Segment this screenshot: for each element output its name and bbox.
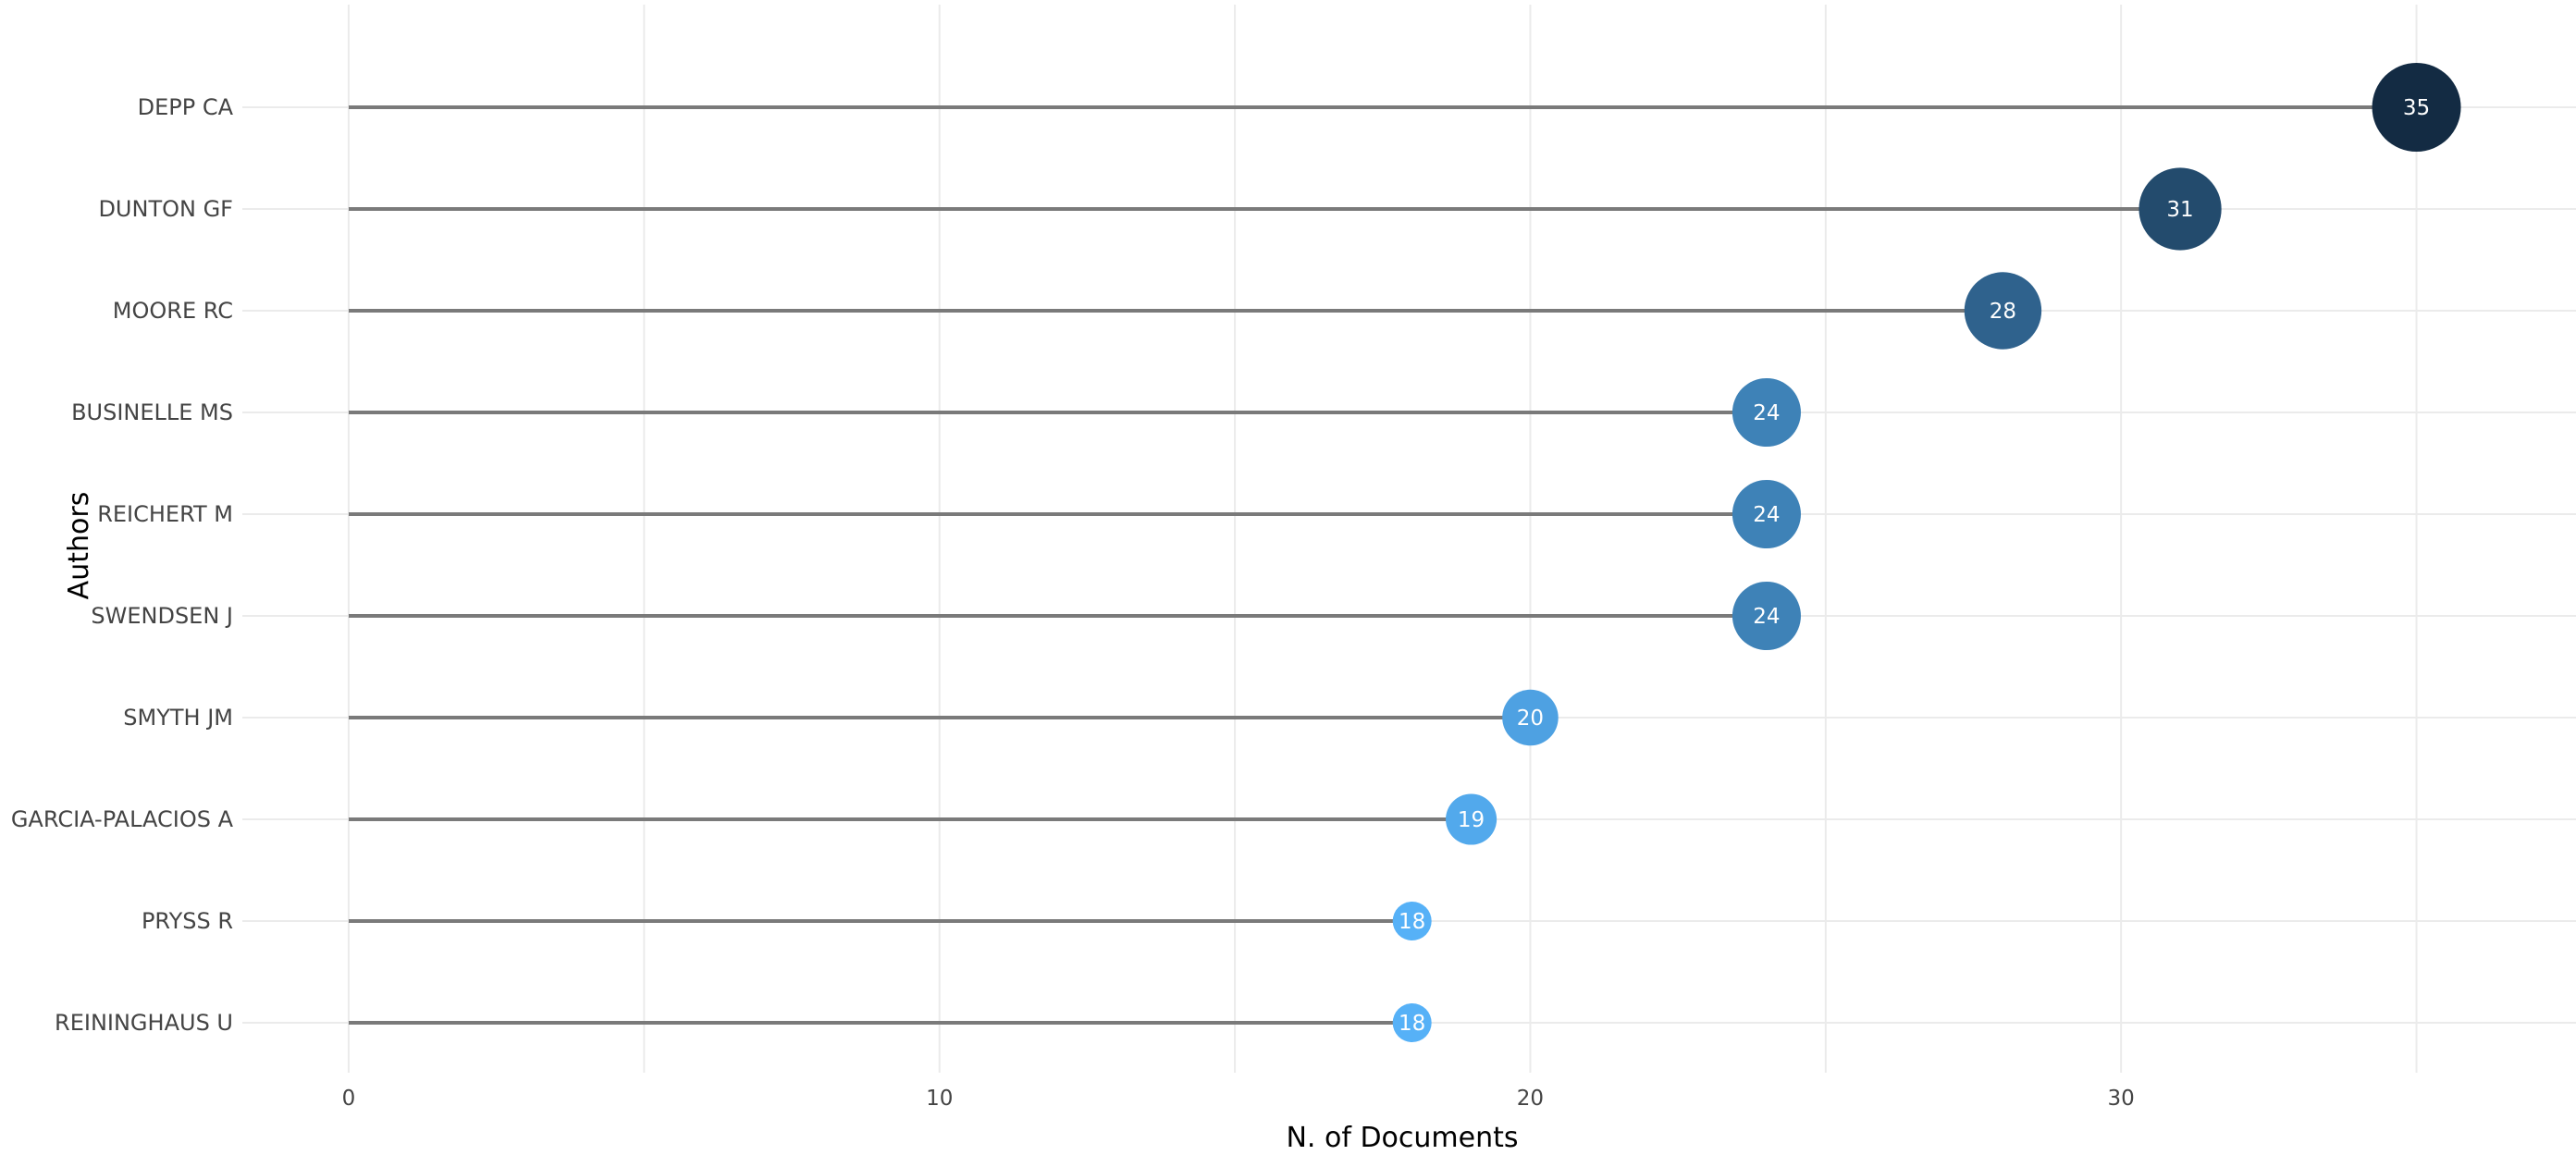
point-value-label: 19 <box>1458 808 1485 832</box>
lollipop-point <box>1732 479 1801 549</box>
x-tick-label: 30 <box>2108 1087 2135 1111</box>
x-tick-label: 10 <box>926 1087 953 1111</box>
author-label: REININGHAUS U <box>55 1010 233 1036</box>
lollipop-point <box>2372 63 2461 152</box>
lollipop-point <box>1964 272 2042 350</box>
point-value-label: 18 <box>1399 1012 1425 1036</box>
x-tick-labels: 0 10 20 30 <box>342 1087 2135 1111</box>
lollipop-point <box>2138 167 2222 251</box>
lollipop-point <box>1392 902 1432 940</box>
author-label: BUSINELLE MS <box>71 399 233 425</box>
author-label: SWENDSEN J <box>91 603 233 629</box>
points: 35 31 28 24 24 24 20 19 18 18 <box>1392 63 2461 1042</box>
stems <box>348 105 2417 1025</box>
author-label: MOORE RC <box>113 298 233 324</box>
point-value-label: 18 <box>1399 910 1425 934</box>
x-tick-label: 20 <box>1517 1087 1544 1111</box>
y-axis-title: Authors <box>63 492 95 600</box>
lollipop-point <box>1732 581 1801 651</box>
author-label: DUNTON GF <box>98 196 233 222</box>
x-tick-label: 0 <box>342 1087 356 1111</box>
x-axis-title: N. of Documents <box>1286 1122 1518 1154</box>
point-value-label: 24 <box>1753 503 1780 527</box>
author-label: SMYTH JM <box>123 705 233 731</box>
point-value-label: 24 <box>1753 605 1780 629</box>
point-value-label: 20 <box>1517 707 1544 731</box>
author-label: DEPP CA <box>138 94 234 120</box>
point-value-label: 31 <box>2166 198 2193 222</box>
point-value-label: 35 <box>2403 96 2430 120</box>
lollipop-point <box>1502 689 1559 746</box>
point-value-label: 28 <box>1990 300 2016 324</box>
lollipop-point <box>1732 377 1801 448</box>
point-value-label: 24 <box>1753 401 1780 425</box>
author-label: REICHERT M <box>97 501 233 527</box>
lollipop-point <box>1392 1003 1432 1042</box>
author-label: PRYSS R <box>142 908 233 934</box>
lollipop-point <box>1446 793 1498 845</box>
author-label: GARCIA-PALACIOS A <box>11 806 234 832</box>
category-labels: DEPP CA DUNTON GF MOORE RC BUSINELLE MS REIC… <box>11 94 234 1036</box>
